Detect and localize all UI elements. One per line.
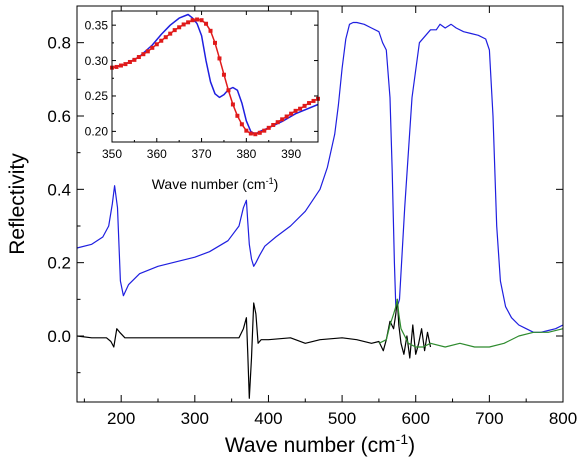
inset-series-1-point <box>114 64 119 69</box>
inset-series-1-point <box>275 120 280 125</box>
inset-series-1-point <box>199 18 204 23</box>
main-x-tick-label: 700 <box>475 409 503 428</box>
inset-series-1-point <box>226 88 231 93</box>
inset-series-1-point <box>262 128 267 133</box>
inset-x-tick-label: 350 <box>102 147 122 161</box>
main-series-line-1 <box>76 298 432 399</box>
inset-series-1-point <box>311 98 316 103</box>
inset-x-tick-label: 370 <box>192 147 212 161</box>
inset-series-1-point <box>145 49 150 54</box>
inset-series-1-point <box>280 117 285 122</box>
inset-series-1-point <box>123 62 128 67</box>
main-series-line-2 <box>378 298 564 348</box>
main-x-tick-label: 800 <box>549 409 577 428</box>
inset-series-1-point <box>195 17 200 22</box>
inset-series-1-point <box>239 122 244 127</box>
main-x-axis-label: Wave number (cm-1) <box>225 431 415 457</box>
main-chart: 200 300 400 500 600 700 800 0.0 0.2 0.4 0.6 0.8 Wave… <box>6 5 577 457</box>
main-x-tick-label: 200 <box>107 409 135 428</box>
inset-series-1-point <box>132 57 137 62</box>
main-y-tick-label: 0.6 <box>47 107 71 126</box>
inset-series-1-point <box>150 45 155 50</box>
inset-series-1-point <box>271 123 276 128</box>
inset-series-1-point <box>136 55 141 60</box>
inset-series-1-point <box>289 111 294 116</box>
inset-series-1-point <box>177 25 182 30</box>
inset-y-tick-label: 0.20 <box>85 125 109 139</box>
main-y-axis-label: Reflectivity <box>6 153 29 255</box>
inset-series-1-point <box>213 40 217 45</box>
inset-series-1-point <box>168 31 173 36</box>
main-plot-frame <box>76 5 564 403</box>
main-series-line-0 <box>76 21 564 333</box>
main-x-tick-label: 500 <box>328 409 356 428</box>
inset-series-1-point <box>141 52 146 57</box>
inset-series-1-point <box>307 101 312 106</box>
main-y-tick-label: 0.2 <box>47 254 71 273</box>
inset-series-1-point <box>208 28 213 33</box>
inset-series-1-point <box>253 132 258 137</box>
inset-series-1-point <box>181 22 186 27</box>
inset-series-1-point <box>302 103 307 108</box>
inset-x-tick-label: 390 <box>281 147 301 161</box>
inset-series-1-point <box>204 21 209 26</box>
inset-series-1-point <box>266 125 271 130</box>
inset-series-1-point <box>230 102 235 107</box>
inset-series-1-point <box>118 63 123 68</box>
inset-series-1-point <box>284 114 289 119</box>
inset-series-1-point <box>172 28 177 33</box>
inset-series-1-point <box>235 113 240 118</box>
inset-series-1-point <box>221 72 226 77</box>
inset-x-tick-label: 360 <box>147 147 167 161</box>
inset-series-1-point <box>298 106 303 111</box>
inset-series-1-point <box>127 59 132 64</box>
inset-y-tick-label: 0.30 <box>85 54 109 68</box>
inset-series-1-point <box>163 35 168 40</box>
inset-series-1-point <box>217 56 222 61</box>
main-y-tick-label: 0.4 <box>47 180 71 199</box>
inset-series-1-point <box>186 20 191 25</box>
inset-series-1-point <box>159 38 164 43</box>
inset-series-1-point <box>244 128 249 133</box>
inset-background <box>112 11 318 142</box>
main-x-tick-label: 600 <box>402 409 430 428</box>
inset-series-1-point <box>154 42 159 47</box>
inset-series-1-point <box>257 130 262 135</box>
main-x-tick-label: 400 <box>254 409 282 428</box>
main-x-tick-label: 300 <box>181 409 209 428</box>
main-y-tick-label: 0.0 <box>47 327 71 346</box>
inset-series-1-point <box>293 108 298 113</box>
inset-plot-frame <box>111 10 319 143</box>
inset-y-tick-label: 0.35 <box>85 18 109 32</box>
inset-series-1-point <box>190 18 195 23</box>
main-y-tick-label: 0.8 <box>47 34 71 53</box>
inset-chart: 350 360 370 380 390 0.20 0.25 0.30 0.35 Wave numb… <box>85 10 320 192</box>
inset-x-tick-label: 380 <box>236 147 256 161</box>
inset-y-tick-label: 0.25 <box>85 89 109 103</box>
inset-x-axis-label: Wave number (cm-1) <box>152 176 279 192</box>
inset-series-1-point <box>248 131 253 136</box>
